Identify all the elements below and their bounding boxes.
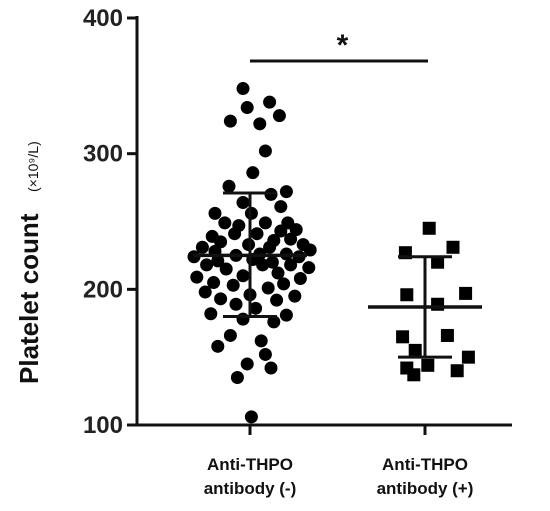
- data-point: [198, 285, 212, 299]
- data-point: [421, 358, 435, 372]
- data-point: [218, 216, 232, 230]
- y-tick-label: 100: [83, 412, 123, 439]
- data-point: [226, 278, 240, 292]
- y-axis-title-main: Platelet count: [14, 213, 44, 384]
- x-axis: Anti-THPO antibody (-) Anti-THPO antibody (…: [136, 423, 512, 498]
- data-point: [244, 410, 258, 424]
- data-point: [214, 235, 228, 249]
- data-groups: [187, 82, 482, 424]
- data-point: [207, 276, 221, 290]
- data-point: [289, 223, 303, 237]
- data-point: [258, 144, 272, 158]
- data-point: [228, 227, 242, 241]
- data-point: [254, 334, 268, 348]
- data-point: [396, 330, 410, 344]
- data-point: [440, 328, 454, 342]
- data-point: [256, 258, 270, 272]
- data-point: [431, 297, 445, 311]
- data-point: [240, 101, 254, 115]
- y-axis-title: Platelet count (×10⁹/L): [14, 141, 44, 384]
- data-point: [422, 221, 436, 235]
- data-point: [261, 281, 275, 295]
- data-point: [219, 262, 233, 276]
- data-point: [277, 277, 291, 291]
- data-point: [258, 216, 272, 230]
- data-point: [284, 232, 298, 246]
- data-point: [263, 240, 277, 254]
- data-point: [236, 82, 250, 96]
- y-axis: 100 200 300 400: [83, 5, 139, 439]
- data-point: [190, 270, 204, 284]
- data-point: [249, 301, 263, 315]
- data-point: [236, 196, 250, 210]
- data-point: [230, 371, 244, 385]
- data-point: [272, 109, 286, 123]
- x-category-label: antibody (-): [204, 479, 297, 498]
- data-point: [223, 328, 237, 342]
- x-category-label: antibody (+): [377, 479, 474, 498]
- data-point: [270, 293, 284, 307]
- data-point: [211, 339, 225, 353]
- significance-annotation: *: [250, 29, 428, 63]
- data-point: [279, 185, 293, 199]
- y-tick-label: 300: [83, 141, 123, 168]
- data-point: [263, 95, 277, 109]
- data-point: [279, 308, 293, 322]
- data-point: [195, 240, 209, 254]
- y-tick-label: 400: [83, 5, 123, 32]
- data-point: [302, 261, 316, 275]
- data-point: [303, 243, 317, 257]
- y-axis-title-unit: (×10⁹/L): [25, 141, 41, 192]
- x-category-label: Anti-THPO: [382, 455, 468, 474]
- data-point: [223, 114, 237, 128]
- data-point: [200, 258, 214, 272]
- data-point: [274, 200, 288, 214]
- data-point: [408, 343, 422, 357]
- data-point: [446, 240, 460, 254]
- y-tick-label: 200: [83, 276, 123, 303]
- data-point: [407, 368, 421, 382]
- data-point: [240, 357, 254, 371]
- data-point: [204, 307, 218, 321]
- data-point: [214, 292, 228, 306]
- data-point: [236, 312, 250, 326]
- x-category-label: Anti-THPO: [207, 455, 293, 474]
- group-2: [368, 221, 482, 382]
- data-point: [253, 117, 267, 131]
- data-point: [264, 361, 278, 375]
- data-point: [258, 347, 272, 361]
- significance-label: *: [337, 29, 349, 62]
- data-point: [265, 255, 279, 269]
- data-point: [450, 364, 464, 378]
- group-1: [187, 82, 317, 424]
- data-point: [246, 166, 260, 180]
- data-point: [271, 266, 285, 280]
- data-point: [431, 255, 445, 269]
- data-point: [461, 350, 475, 364]
- data-point: [459, 286, 473, 300]
- data-point: [250, 227, 264, 241]
- data-point: [211, 254, 225, 268]
- data-point: [222, 179, 236, 193]
- data-point: [293, 271, 307, 285]
- data-point: [284, 258, 298, 272]
- data-point: [274, 224, 288, 238]
- data-point: [208, 206, 222, 220]
- data-point: [267, 315, 281, 329]
- data-point: [236, 269, 250, 283]
- data-point: [400, 288, 414, 302]
- data-point: [288, 289, 302, 303]
- data-point: [229, 297, 243, 311]
